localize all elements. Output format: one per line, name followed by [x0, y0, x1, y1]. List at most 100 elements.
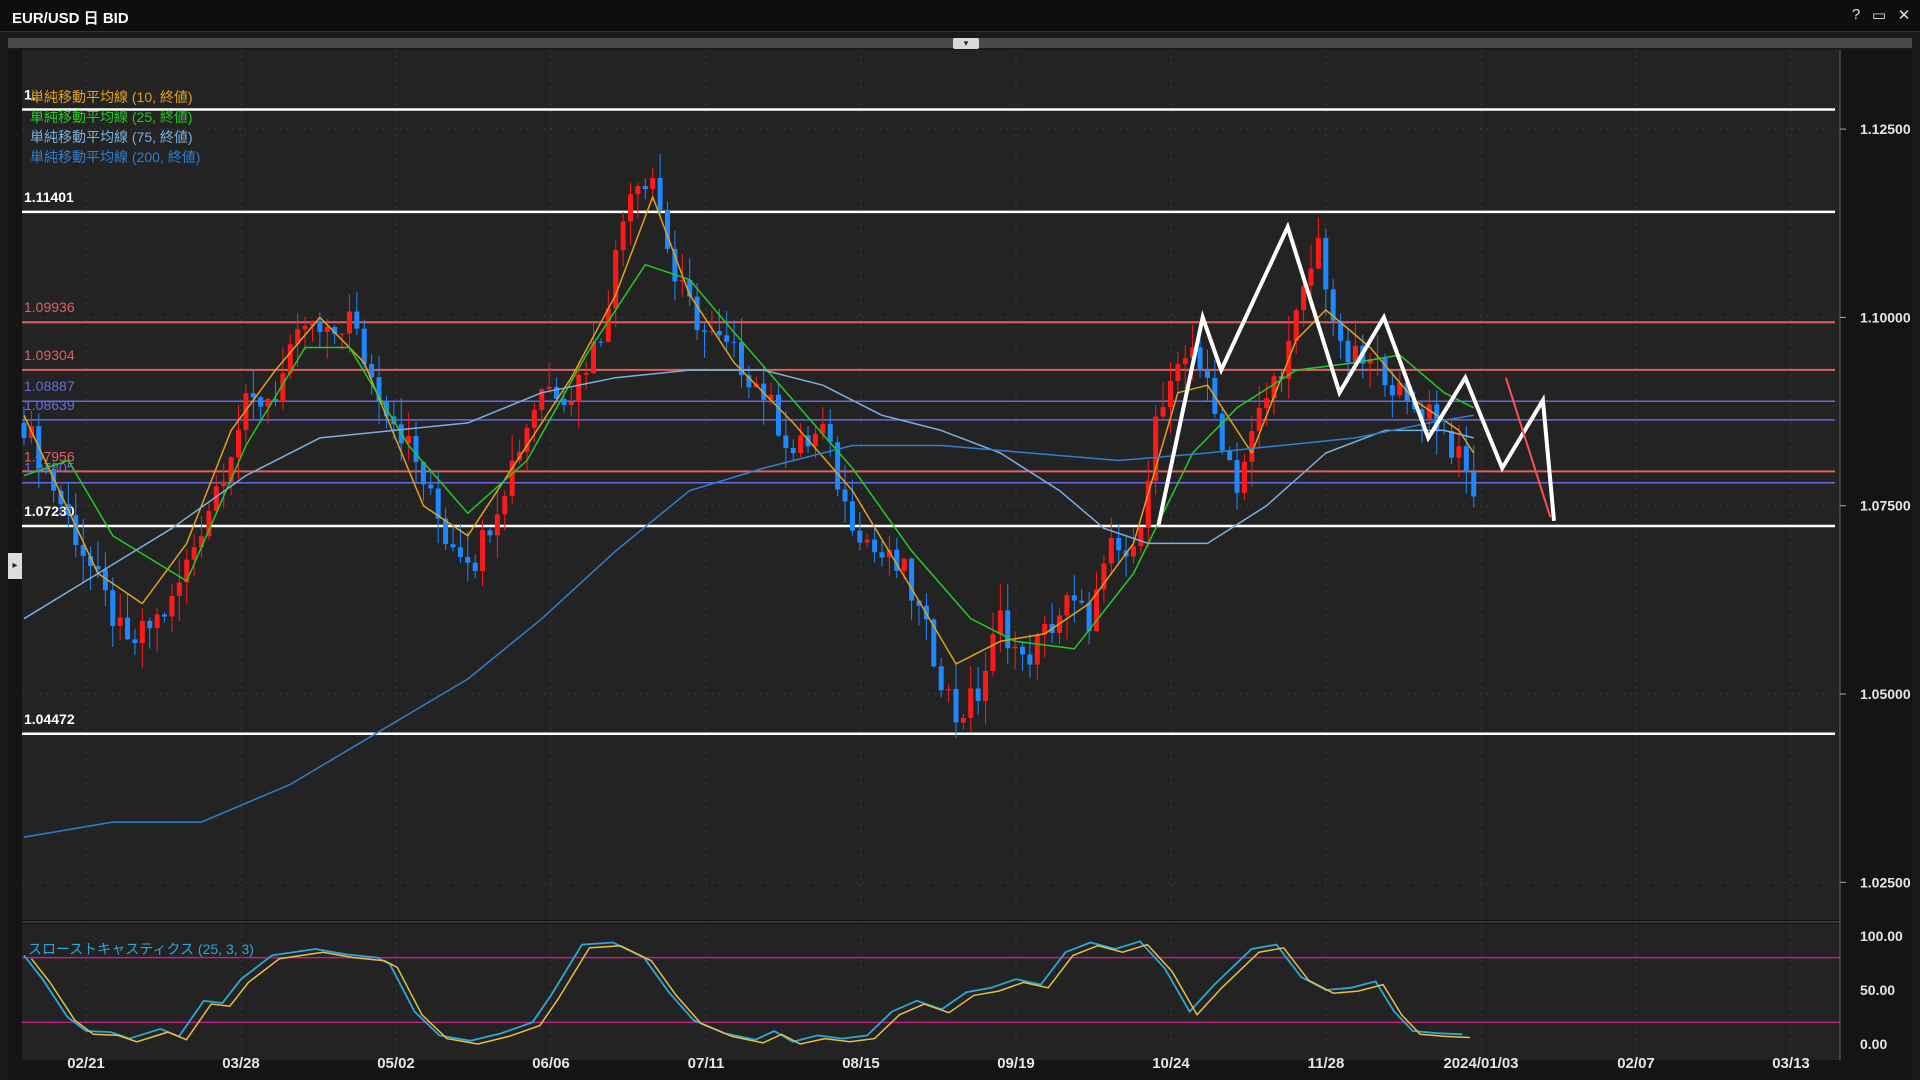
candle-body [1042, 623, 1048, 635]
candle-body [886, 549, 892, 558]
candle-body [1167, 380, 1173, 408]
candle-body [872, 539, 878, 553]
red-trend-segment [1504, 377, 1552, 518]
candle-body [346, 311, 352, 334]
candle-body [376, 377, 382, 402]
candle-body [147, 620, 153, 629]
maximize-button[interactable]: ▭ [1871, 7, 1887, 24]
candle-body [1079, 600, 1085, 603]
candle-body [199, 536, 205, 548]
candle-body [139, 620, 145, 644]
candle-body [428, 484, 434, 489]
candle-body [701, 330, 707, 332]
x-tick-label: 2024/01/03 [1443, 1055, 1518, 1072]
candle-body [709, 330, 715, 332]
y-tick-label: 1.05000 [1860, 686, 1911, 702]
candle-body [1027, 654, 1033, 665]
candle-body [309, 321, 315, 326]
y-tick-label: 1.12500 [1860, 121, 1911, 137]
stochastic-plot-area [22, 924, 1840, 1060]
level-label: 1.11401 [24, 189, 74, 205]
candle-body [1034, 634, 1040, 665]
candle-body [465, 556, 471, 563]
level-label: 1.07230 [24, 503, 75, 519]
candle-body [1338, 320, 1344, 341]
candle-body [1434, 404, 1440, 430]
candle-body [598, 341, 604, 343]
x-tick-label: 02/21 [67, 1055, 105, 1072]
candle-body [95, 566, 101, 570]
legend-entry: 単純移動平均線 (10, 終値) [30, 89, 193, 105]
side-panel-handle[interactable]: ▸ [8, 553, 22, 579]
candle-body [694, 296, 700, 331]
x-tick-label: 11/28 [1308, 1055, 1345, 1072]
stochastic-label: スローストキャスティクス (25, 3, 3) [28, 941, 254, 957]
candle-body [798, 435, 804, 454]
candle-body [539, 389, 545, 410]
candle-body [1227, 450, 1233, 461]
candle-body [672, 248, 678, 282]
candle-body [591, 341, 597, 374]
candle-body [339, 333, 345, 335]
stochastic-tick-label: 100.00 [1860, 928, 1903, 944]
y-tick-label: 1.10000 [1860, 309, 1911, 325]
candle-body [472, 562, 478, 572]
candle-body [975, 688, 981, 701]
candle-body [1145, 480, 1151, 528]
candle-body [1160, 407, 1166, 417]
candle-body [1471, 471, 1477, 497]
candle-body [849, 501, 855, 531]
candle-body [1064, 595, 1070, 616]
x-tick-label: 08/15 [842, 1055, 880, 1072]
candle-body [679, 280, 685, 282]
candle-body [1397, 383, 1403, 396]
candle-body [568, 402, 574, 406]
candle-body [1190, 347, 1196, 359]
x-tick-label: 09/19 [997, 1055, 1035, 1072]
panel-collapse-button[interactable]: ▾ [953, 38, 979, 49]
candle-body [1197, 347, 1203, 371]
candle-body [775, 394, 781, 436]
candle-body [184, 559, 190, 583]
candle-body [997, 610, 1003, 635]
legend-entry: 単純移動平均線 (200, 終値) [30, 149, 200, 165]
sma10-line [23, 196, 1475, 665]
sma200-line [23, 414, 1474, 838]
level-label: 1. [24, 87, 36, 103]
candle-body [361, 328, 367, 365]
candle-body [280, 373, 286, 402]
level-label: 1.08887 [24, 378, 75, 394]
candle-body [509, 460, 515, 496]
candle-body [1138, 527, 1144, 547]
candle-body [88, 556, 94, 567]
candle-body [650, 178, 656, 190]
candle-body [1271, 376, 1277, 399]
candle-body [1308, 268, 1314, 286]
close-button[interactable]: ✕ [1897, 7, 1911, 24]
window-title: EUR/USD 日 BID [12, 10, 129, 27]
candle-body [1130, 546, 1136, 557]
help-button[interactable]: ? [1851, 6, 1861, 23]
candle-body [176, 582, 182, 596]
candle-body [790, 447, 796, 454]
candle-body [635, 186, 641, 195]
candle-body [1301, 285, 1307, 311]
candle-body [1426, 404, 1432, 419]
candle-body [938, 666, 944, 691]
candle-body [554, 386, 560, 399]
candle-body [1108, 537, 1114, 564]
x-tick-label: 02/07 [1617, 1055, 1655, 1072]
candle-body [916, 600, 922, 606]
candle-body [102, 569, 108, 591]
candle-body [73, 515, 79, 545]
candle-body [960, 717, 966, 723]
candle-body [1367, 359, 1373, 364]
candle-body [420, 461, 426, 485]
candle-body [1382, 357, 1388, 386]
candle-body [250, 393, 256, 398]
candle-body [1419, 409, 1425, 419]
candle-body [443, 518, 449, 545]
x-tick-label: 03/13 [1772, 1055, 1810, 1072]
candle-body [487, 530, 493, 536]
